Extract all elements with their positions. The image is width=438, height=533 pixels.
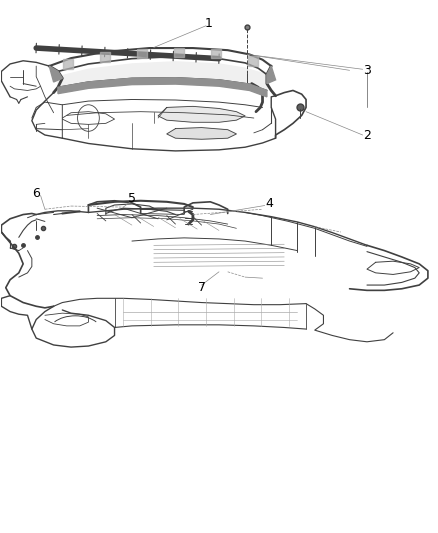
Text: 6: 6 bbox=[32, 187, 40, 200]
Text: 3: 3 bbox=[363, 64, 371, 77]
Text: 1: 1 bbox=[204, 17, 212, 30]
Polygon shape bbox=[267, 66, 276, 84]
Polygon shape bbox=[99, 52, 110, 62]
Polygon shape bbox=[173, 48, 184, 56]
Polygon shape bbox=[211, 50, 221, 59]
Text: 4: 4 bbox=[265, 197, 273, 211]
Polygon shape bbox=[167, 127, 237, 139]
Polygon shape bbox=[58, 78, 267, 97]
Polygon shape bbox=[58, 62, 267, 91]
Polygon shape bbox=[158, 107, 245, 122]
Polygon shape bbox=[247, 56, 258, 66]
Polygon shape bbox=[63, 59, 73, 69]
Polygon shape bbox=[137, 49, 147, 58]
Text: 5: 5 bbox=[128, 192, 136, 205]
Text: 2: 2 bbox=[363, 128, 371, 141]
Text: 7: 7 bbox=[198, 281, 205, 294]
Polygon shape bbox=[49, 66, 62, 82]
